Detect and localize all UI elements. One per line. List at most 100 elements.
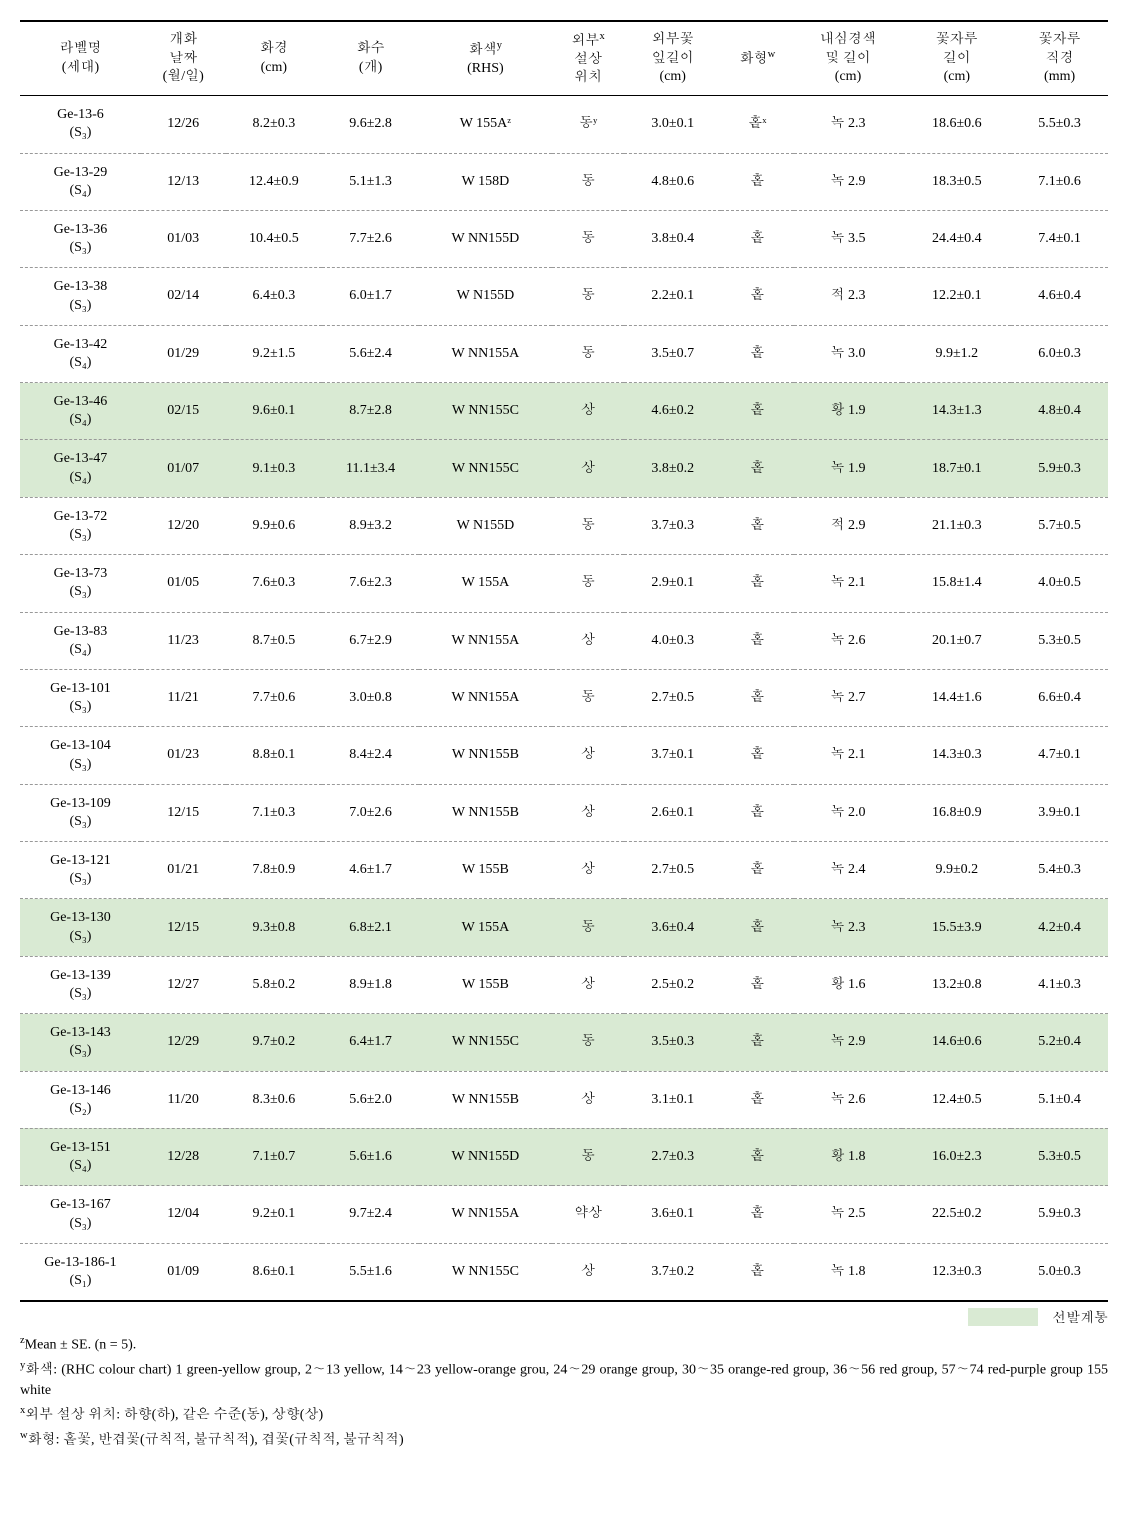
data-cell: 02/14 — [141, 268, 226, 325]
data-cell: W 158D — [419, 153, 552, 210]
data-cell: 12.4±0.9 — [226, 153, 323, 210]
footnote-z: zMean ± SE. (n = 5). — [20, 1333, 1108, 1356]
data-cell: 동 — [552, 210, 625, 267]
column-header-4: 화색y(RHS) — [419, 21, 552, 96]
row-label: Ge-13-47 — [22, 450, 139, 468]
row-generation: (S₃) — [22, 239, 139, 257]
data-cell: 녹 2.7 — [794, 669, 903, 726]
legend-label: 선발계통 — [1052, 1306, 1108, 1327]
row-label: Ge-13-151 — [22, 1139, 139, 1157]
table-row: Ge-13-104(S₃)01/238.8±0.18.4±2.4W NN155B… — [20, 727, 1108, 784]
table-row: Ge-13-121(S₃)01/217.8±0.94.6±1.7W 155B상2… — [20, 842, 1108, 899]
data-cell: 14.6±0.6 — [902, 1014, 1011, 1071]
data-cell: 2.5±0.2 — [624, 956, 721, 1013]
data-cell: 홑ˣ — [721, 96, 794, 153]
row-label: Ge-13-121 — [22, 852, 139, 870]
data-cell: 4.8±0.6 — [624, 153, 721, 210]
data-cell: 녹 3.5 — [794, 210, 903, 267]
table-row: Ge-13-72(S₃)12/209.9±0.68.9±3.2W N155D동3… — [20, 497, 1108, 554]
data-cell: 01/29 — [141, 325, 226, 382]
data-cell: 6.0±1.7 — [322, 268, 419, 325]
data-cell: 12/15 — [141, 899, 226, 956]
data-cell: W NN155C — [419, 383, 552, 440]
data-cell: 01/21 — [141, 842, 226, 899]
row-generation: (S₃) — [22, 583, 139, 601]
footnote-y: y화색: (RHC colour chart) 1 green-yellow g… — [20, 1358, 1108, 1402]
data-cell: 3.1±0.1 — [624, 1071, 721, 1128]
label-cell: Ge-13-146(S₂) — [20, 1071, 141, 1128]
data-cell: 4.8±0.4 — [1011, 383, 1108, 440]
data-cell: 7.7±2.6 — [322, 210, 419, 267]
data-cell: 12/27 — [141, 956, 226, 1013]
data-cell: 2.6±0.1 — [624, 784, 721, 841]
table-row: Ge-13-143(S₃)12/299.7±0.26.4±1.7W NN155C… — [20, 1014, 1108, 1071]
data-cell: 녹 2.9 — [794, 153, 903, 210]
row-label: Ge-13-72 — [22, 508, 139, 526]
data-cell: 황 1.6 — [794, 956, 903, 1013]
row-label: Ge-13-73 — [22, 565, 139, 583]
data-cell: 3.7±0.2 — [624, 1243, 721, 1301]
data-cell: 3.9±0.1 — [1011, 784, 1108, 841]
data-cell: 녹 2.1 — [794, 727, 903, 784]
data-cell: 동 — [552, 497, 625, 554]
row-generation: (S₃) — [22, 813, 139, 831]
footnote-x: x외부 설상 위치: 하향(하), 같은 수준(동), 상향(상) — [20, 1403, 1108, 1426]
data-cell: 3.5±0.7 — [624, 325, 721, 382]
row-label: Ge-13-36 — [22, 221, 139, 239]
label-cell: Ge-13-72(S₃) — [20, 497, 141, 554]
data-cell: 2.9±0.1 — [624, 555, 721, 612]
data-cell: 동ʸ — [552, 96, 625, 153]
data-cell: 4.2±0.4 — [1011, 899, 1108, 956]
data-cell: 녹 2.5 — [794, 1186, 903, 1243]
table-row: Ge-13-36(S₃)01/0310.4±0.57.7±2.6W NN155D… — [20, 210, 1108, 267]
data-cell: 홑 — [721, 727, 794, 784]
label-cell: Ge-13-151(S₄) — [20, 1128, 141, 1185]
table-row: Ge-13-167(S₃)12/049.2±0.19.7±2.4W NN155A… — [20, 1186, 1108, 1243]
data-cell: 15.5±3.9 — [902, 899, 1011, 956]
data-cell: 적 2.9 — [794, 497, 903, 554]
row-generation: (S₃) — [22, 124, 139, 142]
data-cell: 녹 2.4 — [794, 842, 903, 899]
data-cell: 상 — [552, 383, 625, 440]
data-cell: 2.7±0.3 — [624, 1128, 721, 1185]
data-cell: 12/20 — [141, 497, 226, 554]
row-generation: (S₁) — [22, 1272, 139, 1290]
data-cell: 5.7±0.5 — [1011, 497, 1108, 554]
legend-swatch — [968, 1308, 1038, 1326]
data-cell: 6.4±1.7 — [322, 1014, 419, 1071]
row-label: Ge-13-42 — [22, 336, 139, 354]
column-header-7: 화형w — [721, 21, 794, 96]
table-row: Ge-13-130(S₃)12/159.3±0.86.8±2.1W 155A동3… — [20, 899, 1108, 956]
data-cell: 녹 1.9 — [794, 440, 903, 497]
data-cell: 5.0±0.3 — [1011, 1243, 1108, 1301]
column-header-0: 라벨명(세대) — [20, 21, 141, 96]
data-cell: 16.0±2.3 — [902, 1128, 1011, 1185]
data-cell: 7.4±0.1 — [1011, 210, 1108, 267]
data-cell: 녹 2.9 — [794, 1014, 903, 1071]
data-cell: 홑 — [721, 153, 794, 210]
data-cell: W NN155B — [419, 1071, 552, 1128]
data-cell: 동 — [552, 899, 625, 956]
data-cell: 녹 2.0 — [794, 784, 903, 841]
data-cell: W NN155C — [419, 440, 552, 497]
data-cell: 홑 — [721, 784, 794, 841]
data-cell: 홑 — [721, 383, 794, 440]
label-cell: Ge-13-46(S₄) — [20, 383, 141, 440]
data-cell: 7.6±2.3 — [322, 555, 419, 612]
data-cell: W N155D — [419, 268, 552, 325]
data-cell: 홑 — [721, 956, 794, 1013]
table-row: Ge-13-46(S₄)02/159.6±0.18.7±2.8W NN155C상… — [20, 383, 1108, 440]
table-row: Ge-13-101(S₃)11/217.7±0.63.0±0.8W NN155A… — [20, 669, 1108, 726]
column-header-1: 개화날짜(월/일) — [141, 21, 226, 96]
data-cell: 15.8±1.4 — [902, 555, 1011, 612]
data-cell: 5.1±0.4 — [1011, 1071, 1108, 1128]
data-cell: 5.9±0.3 — [1011, 440, 1108, 497]
data-cell: 4.6±0.4 — [1011, 268, 1108, 325]
data-cell: 12/13 — [141, 153, 226, 210]
data-cell: 상 — [552, 842, 625, 899]
data-cell: 12/15 — [141, 784, 226, 841]
data-cell: W N155D — [419, 497, 552, 554]
data-cell: 11/23 — [141, 612, 226, 669]
data-cell: 황 1.9 — [794, 383, 903, 440]
row-generation: (S₄) — [22, 182, 139, 200]
